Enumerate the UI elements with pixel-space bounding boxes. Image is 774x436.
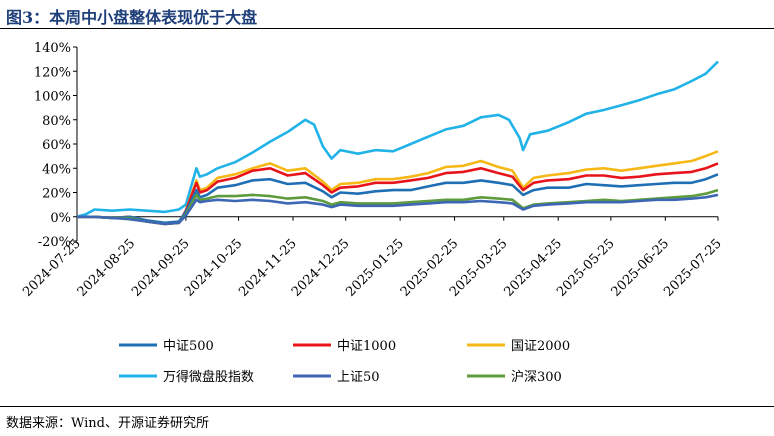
legend-label: 中证1000 [337, 339, 396, 354]
y-tick-label: 0% [50, 211, 71, 226]
y-tick-label: 80% [42, 114, 71, 129]
source-note: 数据来源：Wind、开源证券研究所 [6, 416, 209, 431]
legend-label: 中证500 [163, 339, 214, 354]
x-tick-label: 2024-08-25 [75, 236, 139, 300]
series-lines [76, 60, 719, 226]
y-tick-label: 140% [34, 41, 71, 56]
series-line-3 [76, 60, 719, 219]
legend-label: 国证2000 [511, 339, 570, 354]
series-line-5 [77, 188, 719, 226]
y-tick-label: -20% [38, 235, 71, 250]
legend-label: 沪深300 [511, 369, 562, 385]
y-tick-label: 100% [34, 90, 71, 105]
legend-label: 万得微盘股指数 [163, 369, 254, 385]
series-line-1 [77, 162, 719, 226]
y-tick-label: 60% [42, 138, 71, 153]
y-tick-label: 20% [42, 187, 71, 202]
legend: 中证500 中证1000 国证2000 万得微盘股指数 上证50 沪深300 [119, 339, 570, 385]
series-line-4 [77, 193, 719, 226]
x-tick-label: 2025-01-25 [343, 236, 407, 300]
y-axis: -20% 0% 20% 40% 60% 80% 100% 120% 140% [34, 41, 78, 250]
x-axis: 2024-07-252024-08-252024-09-252024-10-25… [20, 216, 725, 300]
title-divider [0, 28, 774, 29]
y-tick-label: 40% [42, 162, 71, 177]
chart-title: 图3：本周中小盘整体表现优于大盘 [6, 8, 258, 27]
source-divider [0, 406, 774, 407]
legend-label: 上证50 [337, 370, 380, 385]
y-tick-label: 120% [34, 65, 71, 80]
line-chart: -20% 0% 20% 40% 60% 80% 100% 120% 140% 2024-07-2… [20, 41, 725, 385]
